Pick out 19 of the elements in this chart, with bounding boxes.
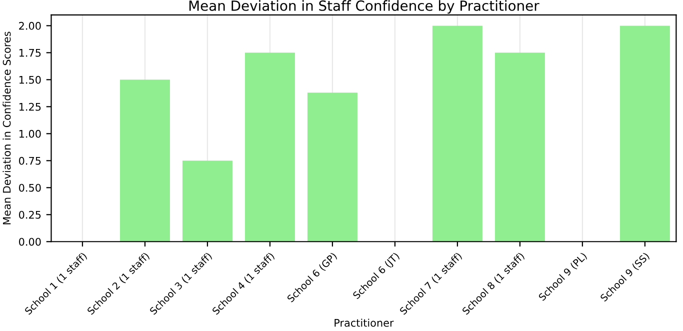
y-axis-title: Mean Deviation in Confidence Scores bbox=[2, 32, 11, 224]
y-tick-label: 0.00 bbox=[18, 238, 41, 246]
y-tick-label: 2.00 bbox=[19, 22, 41, 30]
bar bbox=[244, 52, 295, 242]
y-tick-label: 0.25 bbox=[18, 210, 41, 219]
bar bbox=[432, 26, 482, 242]
chart-title: Mean Deviation in Staff Confidence by Practitioner bbox=[189, 0, 540, 14]
y-tick-label: 1.00 bbox=[19, 130, 41, 138]
bar bbox=[620, 26, 670, 242]
y-tick-label: 0.75 bbox=[18, 156, 41, 165]
bar bbox=[120, 80, 170, 242]
bar bbox=[494, 52, 545, 242]
bar bbox=[182, 160, 232, 242]
bar bbox=[307, 92, 358, 242]
y-tick-label: 1.75 bbox=[19, 49, 41, 57]
x-axis-title: Practitioner bbox=[334, 318, 394, 327]
y-tick-label: 1.25 bbox=[19, 102, 41, 111]
y-tick-label: 0.50 bbox=[18, 184, 41, 192]
y-tick-label: 1.50 bbox=[19, 76, 41, 84]
